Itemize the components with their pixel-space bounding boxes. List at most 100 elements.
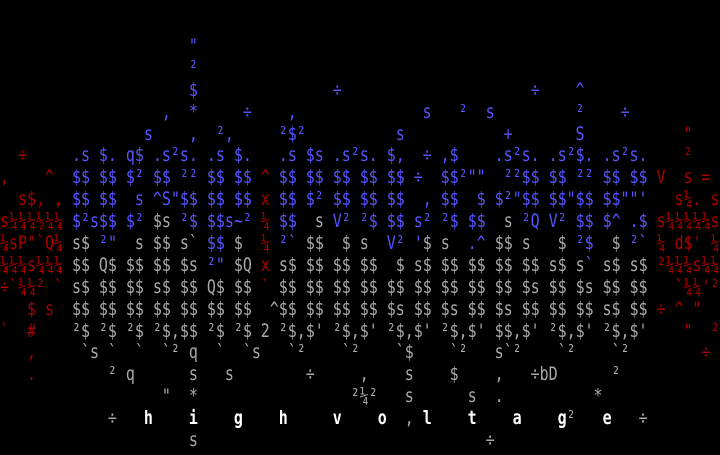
art-glyph-run: $: [224, 231, 261, 255]
art-glyph-run: .^: [467, 231, 486, 255]
art-glyph-run: ²": [89, 231, 117, 255]
art-line: ÷ h i g h v o , l t a g² e ÷: [0, 405, 720, 432]
art-glyph-run: s¼¼¼½¼¼: [0, 209, 72, 233]
art-glyph-run: s$ s$: [593, 253, 657, 276]
art-line: ÷ .s $. q$ .s²s. .s $. .s $s .s²s. $, ÷ …: [0, 143, 720, 170]
art-glyph-run: V s =: [656, 165, 711, 189]
art-glyph-run: s $$ s`: [116, 231, 207, 255]
art-line: s$, , $$ $$ s ^S"$$ $$ $$ x $$ $² $$ $$ …: [0, 186, 720, 213]
art-glyph-run: ,: [0, 340, 36, 364]
art-line: $ s $$ $$ $$ $$ $$ $$ $$ ^$$ $$ $$ $$ $s…: [0, 296, 720, 323]
art-glyph-run: ÷ ^ ": [656, 297, 702, 320]
art-glyph-run: s: [314, 209, 324, 233]
art-glyph-run: $Q: [224, 253, 261, 276]
art-glyph-run: V² ': [386, 231, 423, 255]
art-line: . ² q s s ÷ , s $ , ÷bD ²: [0, 362, 720, 389]
art-glyph-run: `: [260, 275, 270, 298]
art-glyph-run: ²`: [269, 231, 297, 255]
art-glyph-run: ² q s s ÷ , s $ , ÷bD ²: [35, 362, 621, 386]
art-glyph-run: l t a g: [413, 406, 567, 430]
art-glyph-run: .s $. q$ .s²s. .s $. .s $s .s²s. $, ÷ ,$…: [26, 143, 648, 167]
art-line: s ÷: [0, 427, 720, 454]
art-glyph-run: $ s: [422, 231, 468, 255]
art-glyph-run: ÷: [0, 143, 27, 167]
art-glyph-run: s$ $$ $$ s$ $$ Q$ $$: [71, 275, 261, 298]
art-line: s¼¼¼½¼¼ $²s$$ $² $s ²$ $$s~² ¼ $$ s V² ²…: [0, 208, 720, 235]
art-line: , ^ $$ $$ $² $$ ²² $$ $$ ^ $$ $$ $$ $$ $…: [0, 165, 720, 192]
art-glyph-run: $$ $ s: [296, 231, 387, 255]
art-glyph-run: $²s$$ $²: [71, 209, 153, 233]
art-line: s , ², ²$² s + S ": [0, 121, 720, 148]
art-glyph-run: x: [260, 253, 270, 276]
art-glyph-run: `s ` ` `² q ` `s `² `² `$ `² s`² `² `²: [35, 340, 702, 364]
art-line: , `s ` ` `² q ` `s `² `² `$ `² s`² `² `²…: [0, 340, 720, 367]
art-glyph-run: ": [584, 122, 693, 145]
art-line: " * ²¼² s s . *: [0, 384, 720, 411]
art-glyph-run: $$ Q$ $$ $$ $s: [71, 253, 207, 276]
art-glyph-run: " * ²¼² s s . *: [0, 384, 603, 408]
art-glyph-run: s$, ,: [0, 187, 72, 211]
art-glyph-run: $$ s $: [485, 231, 576, 255]
art-line: , * ÷ , s ² s ² ÷: [0, 99, 720, 126]
art-glyph-run: $$ $² $$ $$ $$ , $$ $ $²"$$ $$"$$ $$""': [269, 187, 675, 211]
art-glyph-run: $$ $$ $² $$ ²² $$ $$: [71, 165, 261, 189]
art-glyph-run: $s: [152, 209, 171, 233]
art-glyph-run: .: [0, 362, 36, 386]
art-glyph-run: ,: [386, 406, 414, 430]
art-glyph-run: ÷: [0, 406, 144, 430]
art-glyph-run: ²: [0, 56, 198, 79]
art-glyph-run: ÷: [611, 406, 648, 430]
art-line: ¼¼¼s¼¼¼ $$ Q$ $$ $$ $s ²" $Q x s$ $$ $$ …: [0, 252, 720, 279]
art-glyph-run: $ ÷ ÷ ^: [0, 78, 585, 101]
art-glyph-run: ²$ $$s~²: [170, 209, 261, 233]
art-glyph-run: s¼. s: [674, 187, 720, 211]
art-glyph-run: $$ $$ $$ $$ $$ ÷ $$²"" ²²$$ $$ ²² $$ $$: [269, 165, 657, 189]
art-glyph-run: `: [584, 253, 594, 276]
art-glyph-run: ²": [206, 253, 225, 276]
art-glyph-run: $$ $$ $$ $$ $$ $$ $$ $$ $$ $s $$ $s $$ $…: [269, 275, 675, 298]
art-glyph-run: s: [503, 209, 513, 233]
art-glyph-run: $$: [269, 209, 315, 233]
art-glyph-run: h i g h v o: [143, 406, 387, 430]
art-glyph-run: s$ $$ $$ $$ $ s$ $$ $$ $$ $$ s$ s: [269, 253, 585, 276]
art-glyph-run: ¼: [260, 231, 270, 255]
art-line: ¼sP"`Q¼ s$ ²" s $$ s` $$ $ ¼ ²` $$ $ s V…: [0, 230, 720, 257]
art-line: ` # ²$ ²$ ²$ ²$,$$ ²$ ²$ 2 ²$,$' ²$,$' ²…: [0, 318, 720, 345]
art-glyph-run: `¼¼'²: [674, 275, 720, 298]
art-glyph-run: s ÷: [0, 428, 495, 452]
art-glyph-run: $$: [206, 231, 225, 255]
art-glyph-run: ²Q V² $$ $^ .$: [512, 209, 657, 233]
art-glyph-run: s¼¼¼¼¼s: [656, 209, 720, 233]
art-glyph-run: ¼sP"`Q¼: [0, 231, 72, 255]
art-line: $ ÷ ÷ ^: [0, 77, 720, 104]
art-glyph-run: x: [260, 187, 270, 211]
art-glyph-run: $$ $$ s ^S"$$ $$ $$: [71, 187, 261, 211]
ascii-art-high-voltage: " ² $ ÷ ÷ ^ , * ÷ , s ² s ² ÷ s , ², ²$²: [0, 33, 720, 454]
art-line: ÷`¼¼² ` s$ $$ $$ s$ $$ Q$ $$ ` $$ $$ $$ …: [0, 274, 720, 301]
art-glyph-run: , * ÷ , s ² s ² ÷: [0, 100, 630, 123]
art-glyph-run: ¼: [260, 209, 270, 233]
art-glyph-run: , ^: [0, 165, 72, 189]
art-glyph-run: ¼¼¼s¼¼¼: [0, 253, 72, 276]
art-glyph-run: ^: [260, 165, 270, 189]
art-line: ²: [0, 55, 720, 82]
art-glyph-run: " ²: [683, 319, 720, 342]
art-glyph-run: ²: [566, 406, 576, 430]
art-glyph-run: ²`: [629, 231, 648, 255]
art-glyph-run: ÷: [701, 340, 711, 364]
art-glyph-run: s$: [71, 231, 90, 255]
art-glyph-run: ¼ d$' ¼: [656, 231, 720, 255]
art-glyph-run: $: [593, 231, 630, 255]
art-glyph-run: $ s: [0, 297, 72, 320]
art-glyph-run: s , ², ²$² s + S: [0, 122, 585, 145]
art-glyph-run: V² ²$ $$ s² ²$ $$: [323, 209, 504, 233]
art-glyph-run: ` #: [0, 319, 72, 342]
art-glyph-run: ²: [647, 143, 693, 167]
art-glyph-run: e: [575, 406, 612, 430]
art-line: ": [0, 33, 720, 60]
art-glyph-run: ÷`¼¼² `: [0, 275, 72, 298]
art-glyph-run: ²$ ²$ ²$ ²$,$$ ²$ ²$ 2 ²$,$' ²$,$' ²$,$'…: [71, 319, 684, 342]
art-glyph-run: ²$: [575, 231, 594, 255]
art-glyph-run: ": [0, 34, 198, 58]
art-glyph-run: [648, 232, 657, 255]
